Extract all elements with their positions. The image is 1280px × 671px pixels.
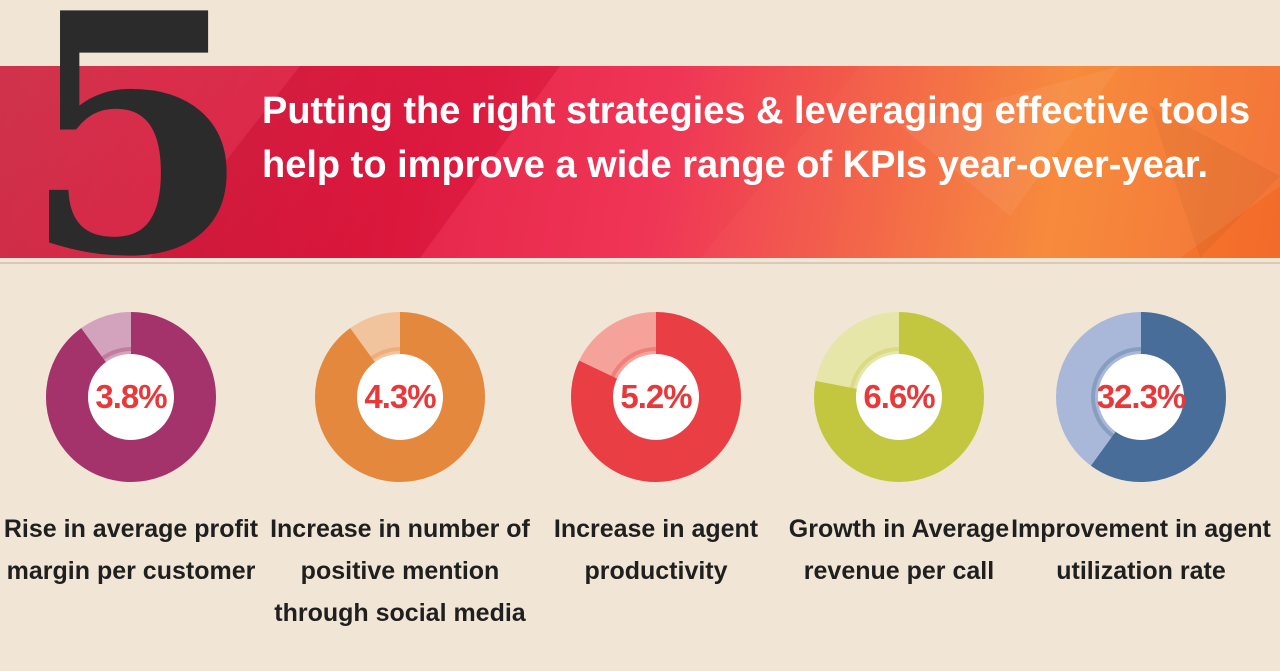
kpi-social-mentions: 4.3% Increase in number of positive ment… (270, 312, 530, 634)
kpi-value: 3.8% (95, 378, 167, 415)
donut-center (357, 354, 443, 440)
kpi-value: 4.3% (364, 378, 436, 415)
kpi-profit-margin: 3.8% Rise in average profit margin per c… (1, 312, 261, 592)
kpi-agent-productivity: 5.2% Increase in agent productivity (526, 312, 786, 592)
donut-chart: 6.6% (814, 312, 984, 482)
kpi-label: Growth in Average revenue per call (788, 515, 1010, 585)
donut-arc (46, 312, 216, 482)
donut-chart: 4.3% (315, 312, 485, 482)
kpi-label: Increase in agent productivity (553, 515, 759, 585)
donut-center (1098, 354, 1184, 440)
headline: Putting the right strategies & leveragin… (262, 90, 1251, 186)
kpi-revenue-per-call: 6.6% Growth in Average revenue per call (769, 312, 1029, 592)
banner-divider (0, 262, 1280, 264)
donut-arc (814, 312, 984, 482)
banner-facet-pattern (0, 66, 1280, 258)
kpi-label: Rise in average profit margin per custom… (3, 515, 259, 585)
donut-center (613, 354, 699, 440)
donut-chart: 32.3% (1056, 312, 1226, 482)
donut-chart: 5.2% (571, 312, 741, 482)
donut-chart: 3.8% (46, 312, 216, 482)
kpi-agent-utilization: 32.3% Improvement in agent utilization r… (1011, 312, 1271, 592)
donut-arc (571, 312, 741, 482)
donut-arc (1056, 312, 1226, 482)
headline-banner (0, 66, 1280, 258)
kpi-label: Improvement in agent utilization rate (1011, 515, 1271, 585)
kpi-label: Increase in number of positive mention t… (270, 515, 530, 627)
kpi-value: 32.3% (1096, 378, 1187, 415)
donut-arc (315, 312, 485, 482)
big-number-five: 5 (22, 0, 252, 329)
kpi-value: 6.6% (863, 378, 935, 415)
kpi-value: 5.2% (620, 378, 692, 415)
donut-center (88, 354, 174, 440)
donut-center (856, 354, 942, 440)
